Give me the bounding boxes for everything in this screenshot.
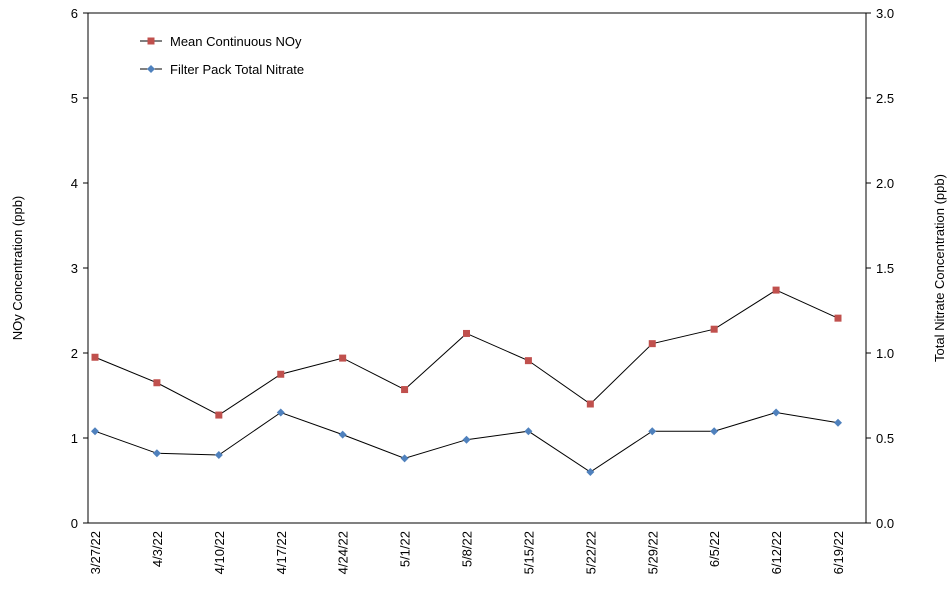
y-axis-title: NOy Concentration (ppb): [10, 196, 25, 341]
y2-tick-label: 3.0: [876, 6, 894, 21]
y-tick-label: 5: [71, 91, 78, 106]
point: [153, 379, 161, 387]
y2-axis-title: Total Nitrate Concentration (ppb): [932, 174, 947, 362]
y2-tick-label: 0.5: [876, 431, 894, 446]
x-tick-label: 3/27/22: [88, 531, 103, 574]
point: [277, 370, 285, 378]
point: [338, 430, 347, 439]
y2-tick-label: 2.5: [876, 91, 894, 106]
plot-frame: [87, 12, 867, 524]
point: [834, 418, 842, 427]
y2-tick-label: 2.0: [876, 176, 894, 191]
x-tick-label: 4/17/22: [274, 531, 289, 574]
x-tick-label: 5/8/22: [460, 531, 475, 567]
point: [214, 451, 223, 459]
point: [91, 427, 99, 436]
x-tick-label: 6/19/22: [831, 531, 846, 574]
x-tick-label: 6/5/22: [707, 531, 722, 567]
point: [710, 427, 719, 436]
y-tick-label: 3: [71, 261, 78, 276]
point: [400, 454, 409, 463]
point: [401, 386, 409, 394]
point: [462, 435, 471, 444]
point: [339, 354, 347, 362]
y-tick-label: 1: [71, 431, 78, 446]
point: [834, 314, 842, 322]
point: [524, 427, 533, 436]
point: [710, 325, 718, 333]
x-tick-label: 5/15/22: [521, 531, 536, 574]
legend-marker: [147, 37, 155, 45]
point: [772, 286, 780, 294]
legend-marker: [147, 65, 155, 73]
x-tick-label: 5/22/22: [583, 531, 598, 574]
x-tick-label: 4/10/22: [212, 531, 227, 574]
x-tick-label: 5/29/22: [645, 531, 660, 574]
point: [276, 408, 285, 417]
point: [91, 353, 99, 361]
y-tick-label: 6: [71, 6, 78, 21]
y2-tick-label: 0.0: [876, 516, 894, 531]
y2-tick-label: 1.0: [876, 346, 894, 361]
series-line: [94, 289, 839, 416]
point: [586, 468, 595, 476]
point: [772, 408, 781, 417]
legend-label: Mean Continuous NOy: [170, 34, 302, 49]
point: [586, 400, 594, 408]
y-tick-label: 0: [71, 516, 78, 531]
x-tick-label: 5/1/22: [398, 531, 413, 567]
point: [215, 411, 223, 419]
y-tick-label: 4: [71, 176, 78, 191]
x-tick-label: 4/24/22: [336, 531, 351, 574]
point: [524, 357, 532, 365]
x-tick-label: 6/12/22: [769, 531, 784, 574]
y2-tick-label: 1.5: [876, 261, 894, 276]
x-tick-label: 4/3/22: [150, 531, 165, 567]
legend-label: Filter Pack Total Nitrate: [170, 62, 304, 77]
y-tick-label: 2: [71, 346, 78, 361]
point: [152, 449, 161, 458]
point: [648, 340, 656, 348]
point: [648, 427, 657, 436]
point: [463, 329, 470, 337]
